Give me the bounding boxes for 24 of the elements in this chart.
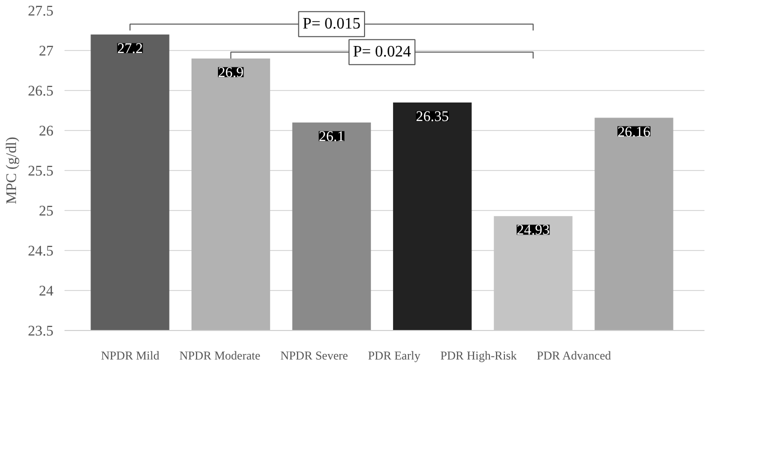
y-tick-label: 23.5 <box>28 324 54 340</box>
series-label: PDR Advanced <box>536 348 612 364</box>
data-label: 26.35 <box>416 109 449 126</box>
y-axis-title: MPC (g/dl) <box>4 136 20 204</box>
annotation: P= 0.024 <box>353 44 411 61</box>
y-tick-label: 25 <box>38 204 54 220</box>
y-tick-label: 26.5 <box>28 84 54 100</box>
series-label: PDR High-Risk <box>440 348 517 364</box>
data-label: 27.2 <box>117 41 143 58</box>
y-tick-label: 27 <box>38 44 54 60</box>
series-label: NPDR Severe <box>280 348 348 364</box>
data-label: 26.1 <box>318 129 344 146</box>
y-tick-label: 24 <box>38 284 54 300</box>
y-tick-label: 25.5 <box>28 164 54 180</box>
series-label: NPDR Mild <box>100 348 160 364</box>
y-tick-label: 24.5 <box>28 244 54 260</box>
data-label: 26.16 <box>617 124 650 140</box>
data-label: 24.93 <box>516 222 550 239</box>
y-tick-label: 26 <box>38 124 54 140</box>
annotation: P= 0.015 <box>302 16 361 33</box>
y-tick-label: 27.5 <box>28 4 54 20</box>
series-label: PDR Early <box>368 348 420 364</box>
series-label: NPDR Moderate <box>179 348 260 364</box>
data-label: 26.9 <box>218 65 244 82</box>
